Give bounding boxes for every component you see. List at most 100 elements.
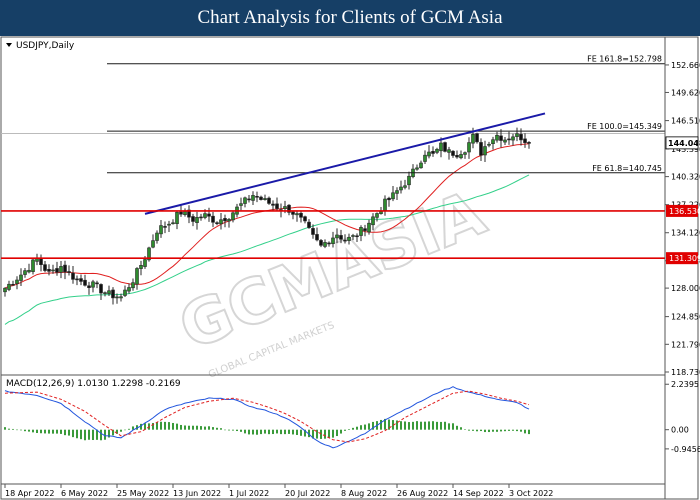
signal-line: [4, 390, 530, 443]
candle: [331, 231, 335, 248]
macd-histogram-bar: [24, 429, 26, 432]
candle-body: [27, 269, 31, 273]
macd-histogram-bar: [208, 426, 210, 430]
macd-histogram-bar: [44, 429, 46, 434]
macd-histogram-bar: [348, 429, 350, 430]
macd-histogram-bar: [172, 422, 174, 430]
candle-body: [79, 278, 83, 282]
candle-body: [487, 143, 491, 146]
candle-body: [247, 198, 251, 201]
candle: [191, 213, 195, 227]
candle-body: [507, 138, 511, 141]
candle: [463, 151, 467, 159]
macd-histogram-bar: [32, 429, 34, 433]
candle: [107, 285, 111, 297]
macd-histogram-bar: [100, 429, 102, 441]
candle: [243, 196, 247, 208]
macd-histogram-bar: [152, 422, 154, 430]
macd-histogram-bar: [168, 422, 170, 430]
candle-body: [7, 283, 11, 290]
candle: [339, 229, 343, 244]
macd-histogram-bar: [176, 423, 178, 430]
candle-body: [119, 296, 123, 299]
symbol-dropdown-icon: [6, 43, 12, 47]
candle-body: [11, 283, 15, 286]
macd-histogram-bar: [448, 423, 450, 430]
candle-body: [67, 271, 71, 273]
candle: [335, 228, 339, 244]
time-tick-label: 18 Apr 2022: [5, 489, 54, 498]
candle-body: [95, 282, 99, 285]
macd-histogram-bar: [60, 429, 62, 434]
candle-body: [291, 211, 295, 215]
macd-histogram-bar: [508, 429, 510, 431]
macd-histogram-bar: [240, 429, 242, 432]
candle-body: [99, 284, 103, 294]
price-tick-label: 140.320: [671, 173, 700, 182]
price-tick-label: 152.660: [671, 61, 700, 70]
candle-body: [71, 272, 75, 280]
candle: [343, 234, 347, 244]
candle-body: [75, 278, 79, 281]
candle: [195, 211, 199, 230]
macd-histogram-bar: [476, 429, 478, 432]
candle-body: [467, 142, 471, 153]
candle-body: [459, 154, 463, 159]
candle-body: [127, 287, 131, 292]
candle-body: [335, 234, 339, 239]
candle-body: [143, 259, 147, 267]
candle: [303, 215, 307, 224]
candle: [439, 137, 443, 158]
macd-histogram-bar: [372, 421, 374, 430]
candle-body: [83, 279, 87, 286]
candle-body: [31, 259, 35, 272]
macd-histogram-bar: [256, 429, 258, 435]
candle-body: [299, 212, 303, 218]
macd-histogram-bar: [212, 427, 214, 430]
macd-histogram-bar: [292, 429, 294, 435]
candle: [387, 196, 391, 207]
candle: [135, 267, 139, 290]
candle-body: [91, 281, 95, 288]
candle: [259, 195, 263, 201]
macd-histogram-bar: [28, 429, 30, 432]
price-tick-label: 143.390: [671, 145, 700, 154]
candle: [167, 220, 171, 233]
symbol-label: USDJPY,Daily: [16, 41, 75, 51]
candle-body: [179, 211, 183, 215]
candle-body: [387, 197, 391, 201]
price-tick-label: 134.120: [671, 229, 700, 238]
macd-tick-label: 0.00: [671, 426, 689, 435]
macd-histogram-bar: [180, 424, 182, 430]
macd-histogram-bar: [400, 421, 402, 430]
candle-body: [263, 198, 267, 200]
candle: [31, 257, 35, 275]
candle-body: [427, 151, 431, 157]
macd-histogram-bar: [492, 429, 494, 432]
macd-histogram-bar: [116, 429, 118, 434]
candle-body: [111, 289, 115, 299]
macd-histogram-bar: [280, 429, 282, 435]
macd-histogram-bar: [520, 429, 522, 432]
candle: [199, 213, 203, 221]
candle-body: [447, 149, 451, 153]
macd-histogram-bar: [160, 421, 162, 430]
candle: [355, 233, 359, 243]
candle-body: [239, 203, 243, 206]
macd-histogram-bar: [64, 429, 66, 436]
time-tick-label: 14 Sep 2022: [453, 489, 504, 498]
macd-histogram-bar: [8, 428, 10, 430]
candle-body: [511, 136, 515, 141]
candle-body: [443, 142, 447, 152]
candle-body: [343, 239, 347, 242]
macd-histogram-bar: [320, 429, 322, 439]
macd-histogram-bar: [264, 429, 266, 434]
candle-body: [495, 134, 499, 141]
candle: [139, 260, 143, 276]
macd-histogram-bar: [296, 429, 298, 435]
candle-body: [439, 142, 443, 152]
macd-histogram-bar: [112, 429, 114, 436]
candle: [211, 211, 215, 228]
time-tick-label: 8 Aug 2022: [341, 489, 387, 498]
candle: [59, 261, 63, 279]
